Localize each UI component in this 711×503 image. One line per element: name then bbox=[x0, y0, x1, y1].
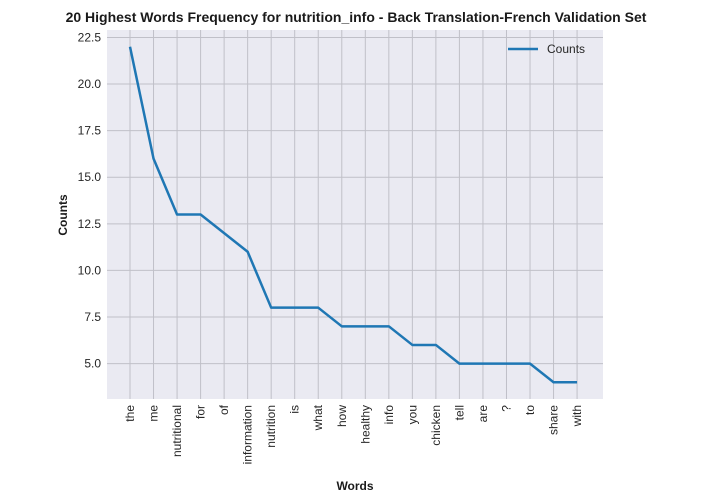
x-tick-label: with bbox=[570, 405, 584, 427]
y-tick-label: 10.0 bbox=[78, 263, 102, 277]
x-tick-label: are bbox=[476, 405, 490, 423]
x-tick-label: the bbox=[123, 405, 137, 422]
y-axis-label: Counts bbox=[56, 194, 70, 236]
x-tick-label: share bbox=[547, 405, 561, 435]
x-tick-label: nutrition bbox=[264, 405, 278, 448]
x-tick-label: for bbox=[194, 405, 208, 419]
x-tick-label: information bbox=[241, 405, 255, 464]
x-tick-label: tell bbox=[452, 405, 466, 420]
legend: Counts bbox=[508, 42, 585, 56]
series-layer bbox=[128, 46, 578, 384]
y-tick-labels: 5.0 7.5 10.0 12.5 15.0 17.5 20.0 22.5 bbox=[78, 30, 102, 370]
x-tick-label: me bbox=[147, 405, 161, 422]
y-tick-label: 22.5 bbox=[78, 30, 102, 44]
y-tick-label: 17.5 bbox=[78, 124, 102, 138]
x-tick-label: to bbox=[523, 405, 537, 415]
x-tick-label: healthy bbox=[358, 405, 372, 444]
x-tick-label: of bbox=[217, 404, 231, 415]
y-tick-label: 12.5 bbox=[78, 217, 102, 231]
y-tick-label: 7.5 bbox=[84, 310, 101, 324]
y-tick-label: 5.0 bbox=[84, 357, 101, 371]
chart-title: 20 Highest Words Frequency for nutrition… bbox=[66, 9, 647, 25]
x-tick-label: you bbox=[405, 405, 419, 424]
x-tick-labels: the me nutritional for of information nutritio… bbox=[123, 404, 584, 464]
x-axis-label: Words bbox=[336, 479, 373, 493]
x-tick-label: what bbox=[311, 404, 325, 431]
legend-label-counts: Counts bbox=[547, 42, 585, 56]
y-tick-label: 15.0 bbox=[78, 170, 102, 184]
x-tick-label: is bbox=[288, 405, 302, 414]
x-tick-label: nutritional bbox=[170, 405, 184, 457]
series-line-counts bbox=[128, 46, 578, 384]
x-tick-label: info bbox=[382, 405, 396, 425]
x-tick-label: ? bbox=[499, 405, 513, 412]
x-tick-label: how bbox=[335, 405, 349, 427]
y-tick-label: 20.0 bbox=[78, 77, 102, 91]
x-tick-label: chicken bbox=[429, 405, 443, 446]
